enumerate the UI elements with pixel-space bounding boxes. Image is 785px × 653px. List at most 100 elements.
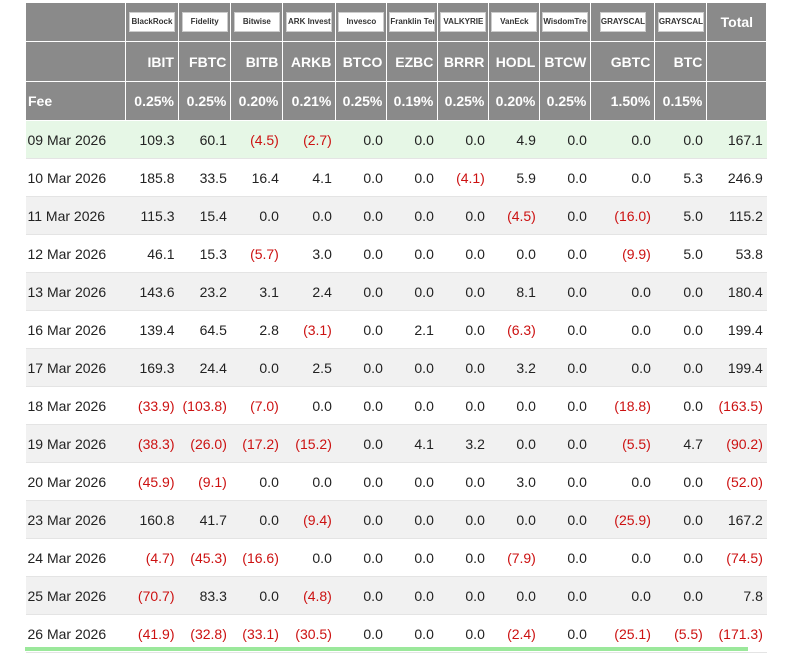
flow-cell: 0.0 [282, 386, 336, 425]
flow-cell: 0.0 [437, 196, 489, 235]
date-cell: 17 Mar 2026 [25, 348, 126, 387]
bottom-bar [25, 647, 748, 651]
issuer-logo: GRAYSCALE [657, 12, 704, 32]
fee: 0.25% [125, 81, 179, 121]
flow-cell: 0.0 [335, 424, 387, 463]
flow-cell: (2.4) [488, 614, 540, 653]
flow-cell: (4.7) [125, 538, 179, 577]
flow-cell: 8.1 [488, 272, 540, 311]
fee: 0.25% [539, 81, 592, 121]
flow-cell: 0.0 [590, 158, 655, 197]
fee: 1.50% [590, 81, 656, 121]
flow-cell: 0.0 [437, 348, 489, 387]
flow-row: 23 Mar 2026 160.8 41.7 0.0 (9.4) 0.0 0.0 0.0 0.0… [25, 500, 767, 539]
flow-cell: 24.4 [178, 348, 231, 387]
issuer-logo: Franklin Templeton [389, 12, 436, 32]
ticker-row: IBIT FBTC BITB ARKB BTCO EZBC BRRR HODL BTCW GBTC… [25, 41, 768, 82]
flow-cell: (26.0) [178, 424, 231, 463]
date-cell: 24 Mar 2026 [25, 538, 126, 577]
flow-cell: 0.0 [386, 272, 438, 311]
flow-cell: (17.2) [230, 424, 283, 463]
total-cell: 167.1 [706, 120, 767, 159]
flow-cell: 0.0 [386, 196, 438, 235]
flow-cell: 4.7 [654, 424, 707, 463]
empty-cell [25, 2, 126, 42]
total-cell: (74.5) [706, 538, 767, 577]
flow-cell: 0.0 [654, 386, 707, 425]
fee: 0.25% [437, 81, 490, 121]
flow-cell: 0.0 [230, 196, 283, 235]
flow-cell: 3.2 [488, 348, 540, 387]
total-cell: 115.2 [706, 196, 767, 235]
flow-cell: 0.0 [590, 120, 655, 159]
flow-cell: (5.5) [654, 614, 707, 653]
flow-cell: 185.8 [125, 158, 179, 197]
flow-cell: (38.3) [125, 424, 179, 463]
flow-cell: 23.2 [178, 272, 231, 311]
flow-row: 13 Mar 2026 143.6 23.2 3.1 2.4 0.0 0.0 0.0 8.1 0.… [25, 272, 767, 311]
logo-cell: Fidelity [177, 2, 232, 42]
flow-cell: (33.1) [230, 614, 283, 653]
date-cell: 25 Mar 2026 [25, 576, 126, 615]
date-cell: 09 Mar 2026 [25, 120, 126, 159]
date-cell: 26 Mar 2026 [25, 614, 126, 653]
flow-cell: 0.0 [335, 196, 387, 235]
flow-cell: 0.0 [386, 234, 438, 273]
flow-cell: 0.0 [335, 310, 387, 349]
ticker: EZBC [386, 41, 439, 82]
fee: 0.25% [177, 81, 232, 121]
flow-cell: (30.5) [282, 614, 336, 653]
flow-cell: 109.3 [125, 120, 179, 159]
flow-row: 17 Mar 2026 169.3 24.4 0.0 2.5 0.0 0.0 0.0 3.2 0.… [25, 348, 767, 387]
date-cell: 11 Mar 2026 [25, 196, 126, 235]
flow-cell: 0.0 [437, 500, 489, 539]
flow-cell: 0.0 [335, 614, 387, 653]
flow-cell: 0.0 [230, 462, 283, 501]
flow-cell: 0.0 [335, 348, 387, 387]
flow-cell: 15.4 [178, 196, 231, 235]
flow-cell: 15.3 [178, 234, 231, 273]
flow-cell: (32.8) [178, 614, 231, 653]
flow-row: 11 Mar 2026 115.3 15.4 0.0 0.0 0.0 0.0 0.0 (4.5)… [25, 196, 767, 235]
flow-cell: 0.0 [590, 576, 655, 615]
flow-cell: 0.0 [590, 348, 655, 387]
flow-cell: 0.0 [386, 462, 438, 501]
flow-cell: 0.0 [488, 500, 540, 539]
flow-cell: 0.0 [437, 272, 489, 311]
logo-cell: BlackRock [125, 2, 179, 42]
empty-cell [706, 81, 768, 121]
flow-cell: 0.0 [335, 120, 387, 159]
flow-cell: (15.2) [282, 424, 336, 463]
flow-cell: 0.0 [230, 500, 283, 539]
total-cell: (163.5) [706, 386, 767, 425]
flow-row: 18 Mar 2026 (33.9) (103.8) (7.0) 0.0 0.0 0.0 0.… [25, 386, 767, 425]
fee: 0.25% [335, 81, 388, 121]
flow-cell: (9.1) [178, 462, 231, 501]
flow-cell: 0.0 [437, 310, 489, 349]
flow-cell: (7.9) [488, 538, 540, 577]
flow-cell: 169.3 [125, 348, 179, 387]
ticker: GBTC [590, 41, 656, 82]
total-cell: 53.8 [706, 234, 767, 273]
flow-cell: 0.0 [539, 500, 591, 539]
flow-cell: 0.0 [386, 348, 438, 387]
flow-cell: 0.0 [386, 576, 438, 615]
flow-cell: 0.0 [654, 272, 707, 311]
empty-cell [25, 41, 126, 82]
empty-cell [706, 41, 768, 82]
flow-cell: 0.0 [539, 348, 591, 387]
date-cell: 19 Mar 2026 [25, 424, 126, 463]
date-cell: 23 Mar 2026 [25, 500, 126, 539]
flow-cell: 33.5 [178, 158, 231, 197]
flow-cell: 0.0 [488, 386, 540, 425]
flow-cell: (2.7) [282, 120, 336, 159]
flow-cell: (45.9) [125, 462, 179, 501]
fee-row: Fee 0.25% 0.25% 0.20% 0.21% 0.25% 0.19% 0.25% 0.… [25, 81, 768, 121]
flow-cell: 0.0 [654, 462, 707, 501]
flow-cell: (16.0) [590, 196, 655, 235]
date-cell: 13 Mar 2026 [25, 272, 126, 311]
flow-cell: 0.0 [539, 424, 591, 463]
flow-cell: 0.0 [282, 538, 336, 577]
flow-row: 16 Mar 2026 139.4 64.5 2.8 (3.1) 0.0 2.1 0.0 (6.… [25, 310, 767, 349]
